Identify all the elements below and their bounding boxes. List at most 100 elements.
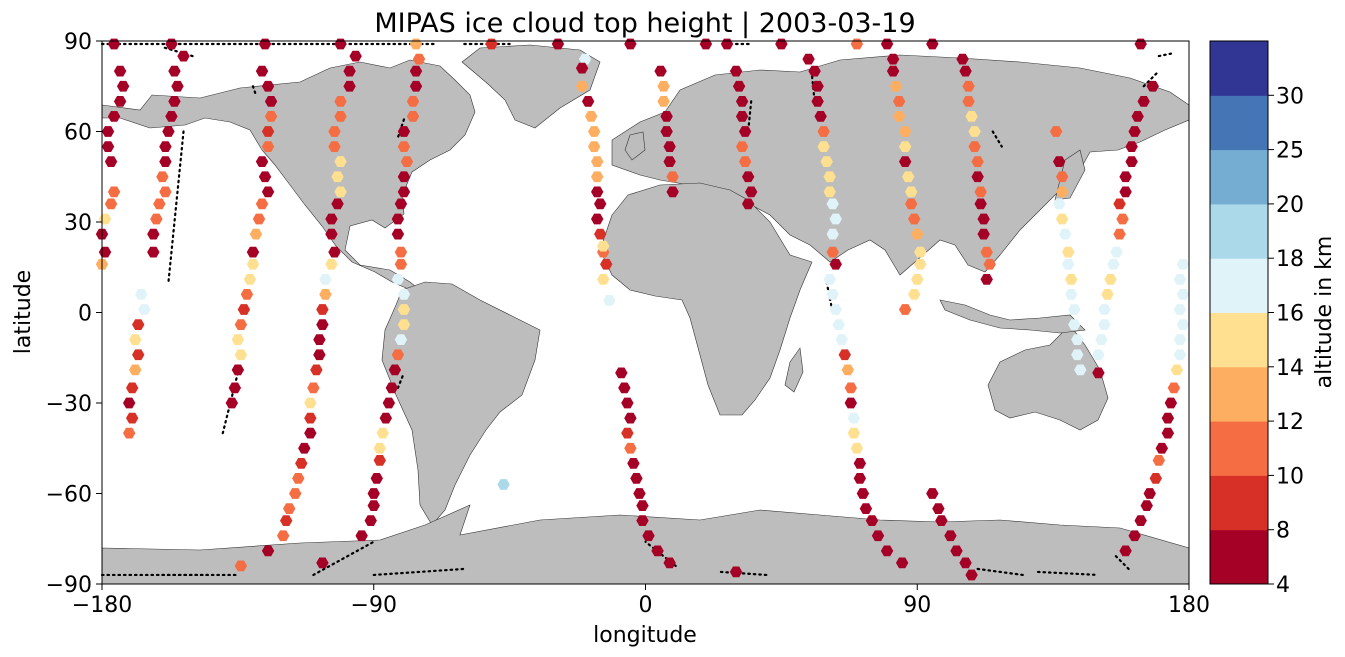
colorbar-tick-label: 12 (1276, 410, 1304, 435)
cloud-point (276, 530, 290, 542)
cloud-point (832, 319, 845, 330)
cloud-point (738, 156, 752, 168)
colorbar-segment (1210, 366, 1268, 422)
cloud-point (397, 304, 411, 315)
missing-track (976, 567, 1025, 577)
cloud-point (636, 500, 649, 511)
x-axis-label: longitude (593, 623, 697, 648)
cloud-point (977, 213, 990, 225)
missing-track (396, 118, 406, 139)
colorbar-tick-label: 8 (1276, 519, 1290, 544)
cloud-point (1104, 273, 1117, 285)
missing-track (251, 85, 258, 97)
cloud-point (735, 111, 749, 122)
cloud-point (741, 171, 755, 183)
cloud-point (168, 95, 181, 107)
cloud-point (1098, 319, 1111, 330)
cloud-point (1095, 334, 1108, 346)
y-tick-label: 90 (64, 30, 92, 55)
cloud-point (397, 126, 411, 137)
cloud-point (1092, 349, 1105, 361)
cloud-point (859, 503, 873, 514)
cloud-point (304, 427, 317, 439)
cloud-point (590, 186, 604, 198)
cloud-point (264, 95, 278, 107)
cloud-point (391, 273, 405, 285)
cloud-point (844, 397, 858, 409)
cloud-point (373, 454, 386, 466)
cloud-point (865, 515, 879, 527)
cloud-point (1113, 198, 1126, 210)
cloud-point (1049, 126, 1063, 137)
cloud-point (261, 80, 275, 92)
cloud-point (1143, 488, 1156, 499)
cloud-point (898, 304, 912, 315)
cloud-point (107, 186, 121, 198)
cloud-point (397, 319, 411, 330)
cloud-point (237, 304, 251, 315)
cloud-point (104, 198, 118, 210)
missing-track (1112, 552, 1130, 571)
cloud-point (738, 126, 752, 137)
cloud-point (826, 246, 839, 258)
cloud-point (129, 334, 142, 346)
cloud-point (159, 156, 172, 168)
cloud-point (234, 560, 248, 572)
cloud-point (581, 95, 595, 107)
cloud-point (624, 412, 637, 424)
cloud-point (1131, 111, 1144, 122)
cloud-point (956, 53, 969, 65)
cloud-point (343, 80, 356, 92)
cloud-point (246, 258, 260, 270)
cloud-point (1052, 156, 1066, 168)
cloud-point (820, 156, 833, 168)
cloud-point (122, 427, 136, 439)
colorbar-segment (1210, 41, 1268, 96)
land-madagascar (784, 347, 804, 393)
cloud-point (817, 126, 830, 137)
cloud-point (261, 186, 275, 198)
cloud-point (594, 198, 607, 210)
land-antarctica (101, 504, 1190, 585)
cloud-point (1173, 349, 1187, 361)
cloud-point (319, 289, 332, 300)
cloud-point (1113, 228, 1126, 240)
cloud-point (823, 186, 836, 198)
cloud-point (826, 198, 839, 210)
cloud-point (905, 198, 918, 210)
cloud-point (394, 258, 408, 270)
cloud-point (116, 80, 130, 92)
land-british-isles (624, 131, 646, 161)
cloud-point (385, 382, 399, 394)
cloud-point (829, 213, 842, 225)
cloud-point (1052, 198, 1066, 210)
colorbar-segment (1210, 149, 1268, 205)
cloud-point (334, 186, 347, 198)
y-axis: −90 −60 −30 0 30 60 90 (46, 30, 102, 598)
cloud-point (367, 500, 380, 511)
cloud-point (835, 334, 848, 346)
cloud-point (497, 479, 510, 490)
cloud-point (663, 156, 676, 168)
cloud-point (911, 273, 924, 285)
x-tick-label: 0 (639, 593, 653, 618)
cloud-point (654, 65, 667, 77)
cloud-point (313, 334, 326, 346)
cloud-point (1173, 334, 1187, 346)
colorbar: 4 8 10 12 14 16 18 20 25 30 (1209, 40, 1304, 598)
cloud-point (1098, 304, 1111, 315)
land-greenland (461, 44, 601, 129)
cloud-point (590, 156, 604, 168)
cloud-point (853, 457, 867, 469)
cloud-point (397, 186, 411, 198)
colorbar-segment (1210, 421, 1268, 476)
y-tick-label: 30 (64, 211, 92, 236)
cloud-point (1152, 454, 1166, 466)
land-masses (101, 44, 1190, 585)
cloud-point (1125, 141, 1138, 152)
cloud-point (962, 80, 975, 92)
cloud-point (343, 65, 356, 77)
cloud-point (826, 228, 839, 240)
cloud-point (853, 473, 867, 484)
cloud-point (367, 488, 380, 499)
